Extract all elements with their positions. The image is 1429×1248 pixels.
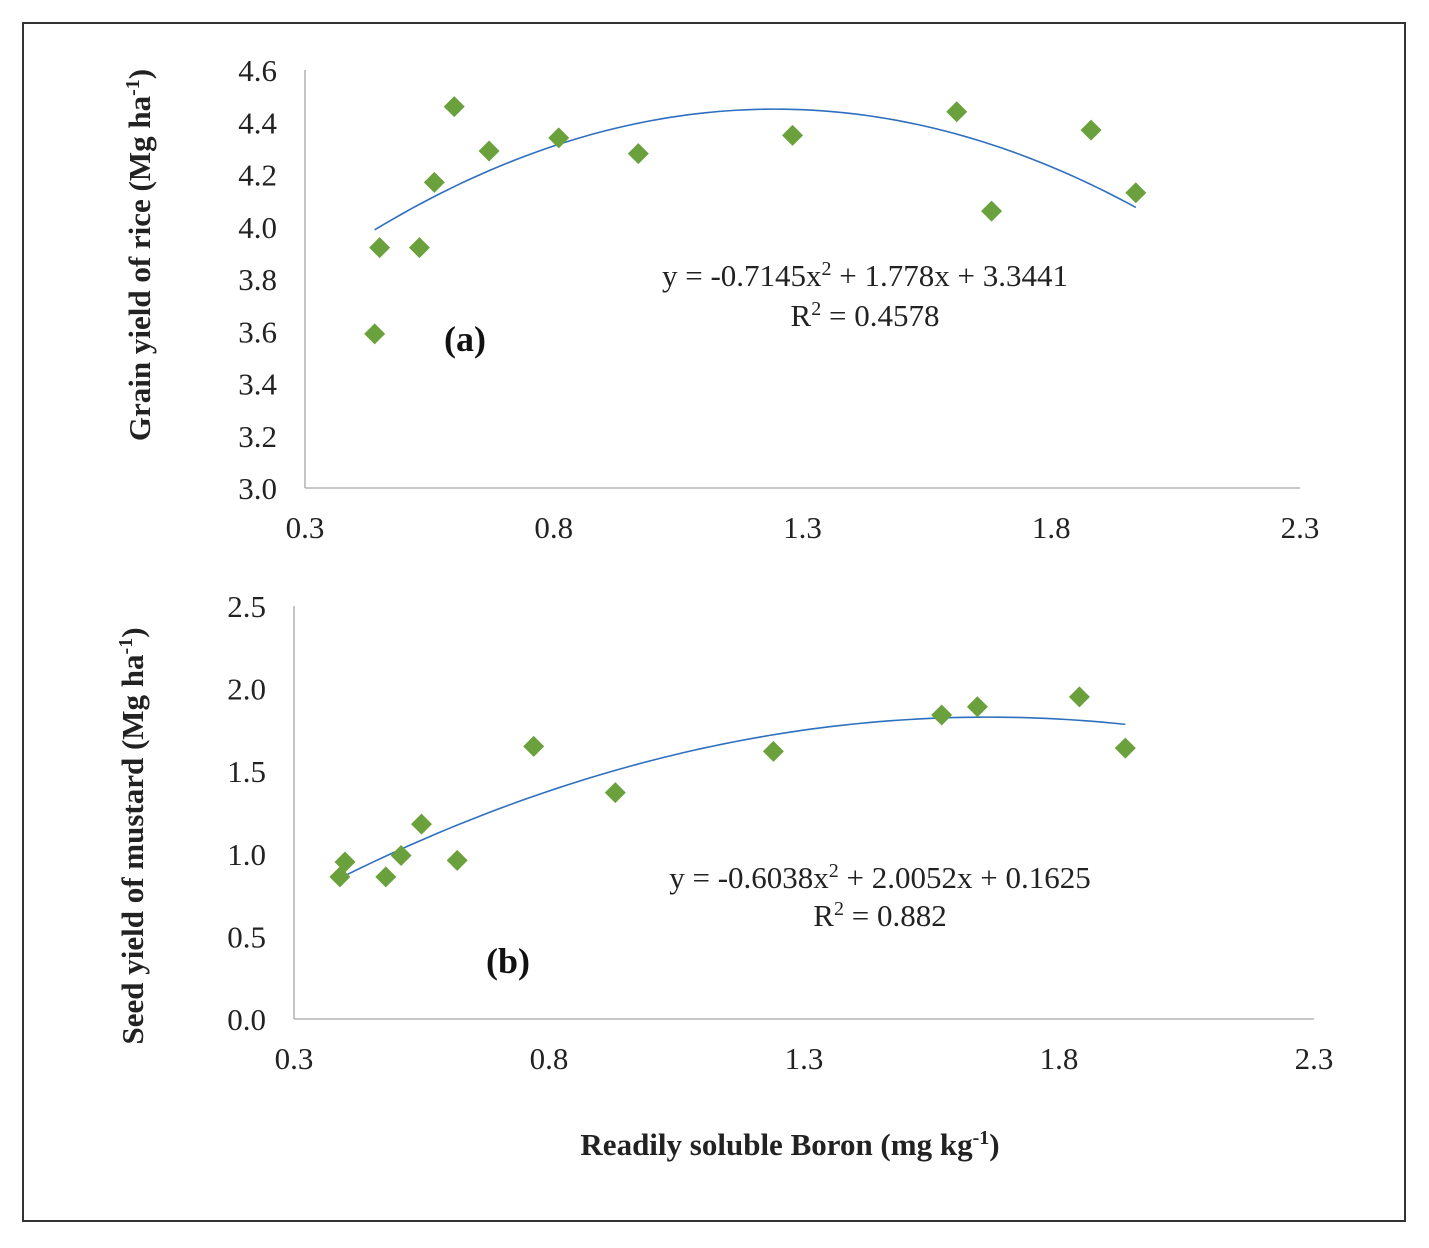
data-point <box>981 200 1003 222</box>
data-points <box>364 96 1147 345</box>
equation-label: y = -0.6038x2 + 2.0052x + 0.1625 <box>669 860 1091 895</box>
x-axis-title: Readily soluble Boron (mg kg-1) <box>580 1127 999 1162</box>
x-tick-labels: 0.3 0.8 1.3 1.8 2.3 <box>286 510 1320 545</box>
data-point <box>1080 119 1102 141</box>
panel-label: (a) <box>444 319 486 359</box>
y-tick-label: 3.0 <box>238 471 277 506</box>
x-tick-label: 0.3 <box>286 510 325 545</box>
data-point <box>369 237 391 259</box>
trendline <box>374 108 1137 231</box>
y-tick-label: 3.2 <box>238 419 277 454</box>
trendline <box>339 716 1126 879</box>
data-point <box>375 866 397 888</box>
x-tick-label: 2.3 <box>1281 510 1320 545</box>
x-tick-label: 0.8 <box>534 510 573 545</box>
data-point <box>966 696 988 718</box>
r-squared-label: R2 = 0.882 <box>813 898 946 933</box>
y-tick-label: 4.0 <box>238 210 277 245</box>
x-tick-label: 2.3 <box>1295 1041 1334 1076</box>
y-tick-labels: 3.0 3.2 3.4 3.6 3.8 4.0 4.2 4.4 4.6 <box>238 53 277 506</box>
data-point <box>523 735 545 757</box>
y-axis-title: Grain yield of rice (Mg ha-1) <box>122 69 157 441</box>
y-tick-label: 3.4 <box>238 367 277 402</box>
data-point <box>627 143 649 165</box>
y-tick-label: 4.4 <box>238 105 277 140</box>
y-tick-label: 3.6 <box>238 314 277 349</box>
data-point <box>446 849 468 871</box>
figure-frame <box>22 22 1406 1222</box>
data-point <box>423 171 445 193</box>
data-points <box>329 686 1136 888</box>
data-point <box>604 782 626 804</box>
data-point <box>1114 737 1136 759</box>
y-tick-label: 4.6 <box>238 53 277 88</box>
panel-label: (b) <box>486 941 530 981</box>
data-point <box>931 704 953 726</box>
y-tick-labels: 0.0 0.5 1.0 1.5 2.0 2.5 <box>227 589 266 1037</box>
x-tick-label: 0.8 <box>530 1041 569 1076</box>
chart-mustard: 0.0 0.5 1.0 1.5 2.0 2.5 0.3 0.8 1.3 1.8 2.3 Seed … <box>115 589 1333 1162</box>
r-squared-label: R2 = 0.4578 <box>791 298 940 333</box>
x-tick-label: 1.3 <box>785 1041 824 1076</box>
data-point <box>443 96 465 118</box>
x-tick-labels: 0.3 0.8 1.3 1.8 2.3 <box>275 1041 1334 1076</box>
data-point <box>364 323 386 345</box>
data-point <box>334 851 356 873</box>
y-tick-label: 0.0 <box>227 1002 266 1037</box>
data-point <box>390 844 412 866</box>
data-point <box>1068 686 1090 708</box>
data-point <box>762 740 784 762</box>
equation-label: y = -0.7145x2 + 1.778x + 3.3441 <box>662 258 1068 293</box>
y-tick-label: 1.5 <box>227 754 266 789</box>
data-point <box>782 124 804 146</box>
chart-rice: 3.0 3.2 3.4 3.6 3.8 4.0 4.2 4.4 4.6 0.3 0.8 1.3 1.8… <box>122 53 1319 545</box>
data-point <box>408 237 430 259</box>
data-point <box>411 813 432 835</box>
x-tick-label: 0.3 <box>275 1041 314 1076</box>
y-tick-label: 3.8 <box>238 262 277 297</box>
data-point <box>548 127 570 149</box>
y-tick-label: 2.5 <box>227 589 266 624</box>
x-tick-label: 1.3 <box>783 510 822 545</box>
data-point <box>1125 182 1147 204</box>
x-tick-label: 1.8 <box>1040 1041 1079 1076</box>
y-axis-title: Seed yield of mustard (Mg ha-1) <box>115 627 150 1044</box>
data-point <box>478 140 500 162</box>
y-tick-label: 1.0 <box>227 837 266 872</box>
data-point <box>946 101 968 123</box>
y-tick-label: 2.0 <box>227 672 266 707</box>
y-tick-label: 4.2 <box>238 158 277 193</box>
y-tick-label: 0.5 <box>227 919 266 954</box>
x-tick-label: 1.8 <box>1032 510 1071 545</box>
